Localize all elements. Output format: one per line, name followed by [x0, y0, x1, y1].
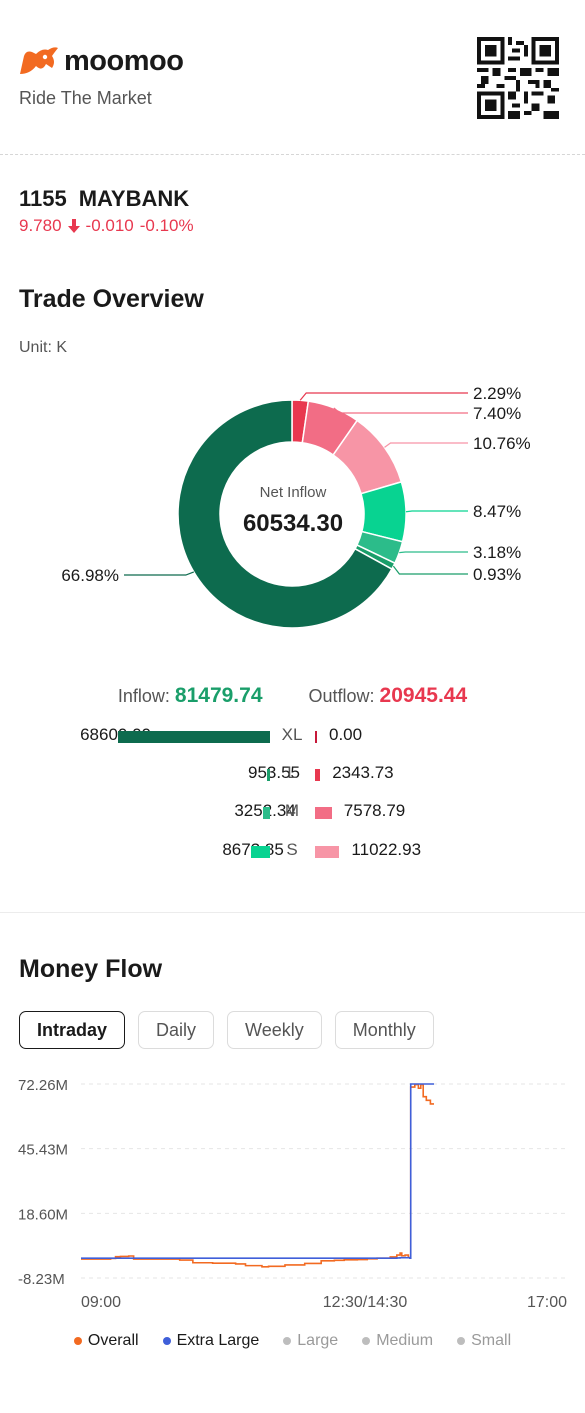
brand-tagline: Ride The Market — [19, 88, 152, 108]
donut-callout-line — [392, 565, 468, 575]
legend-label: Overall — [87, 1332, 139, 1349]
money-flow-title: Money Flow — [19, 955, 163, 983]
legend-item-large[interactable]: Large — [283, 1332, 338, 1350]
stock-quote: 9.780 -0.010 -0.10% — [19, 216, 194, 236]
x-tick-label: 17:00 — [527, 1294, 567, 1311]
outflow-value: 2343.73 — [332, 763, 394, 782]
y-tick-label: 72.26M — [18, 1077, 68, 1094]
inflow-value: 953.55 — [248, 763, 300, 782]
stock-price: 9.780 — [19, 216, 62, 235]
breakdown-row-xl: 68600.00 XL 0.00 — [80, 725, 363, 744]
inflow-value: 81479.74 — [174, 684, 263, 707]
inflow-summary: Inflow: 81479.74 — [118, 684, 263, 708]
outflow-value: 7578.79 — [343, 801, 406, 820]
outflow-bar — [315, 769, 321, 781]
breakdown-row-s: 8673.85S11022.93 — [0, 840, 585, 864]
donut-percent-label: 2.29% — [473, 384, 521, 403]
stock-code: 1155 — [19, 186, 67, 211]
outflow-value: 0.00 — [329, 725, 363, 744]
legend-dot-icon — [457, 1337, 466, 1345]
legend-item-overall[interactable]: Overall — [73, 1332, 139, 1350]
legend-label: Extra Large — [176, 1332, 260, 1349]
money-flow-tabs: Intraday Daily Weekly Monthly — [19, 1011, 434, 1049]
donut-percent-label: 10.76% — [473, 434, 531, 453]
outflow-label: Outflow: — [308, 686, 375, 706]
inflow-outflow-summary: Inflow: 81479.74 Outflow: 20945.44 — [0, 684, 585, 708]
donut-slice-inflow-xl — [177, 399, 393, 629]
x-tick-label: 09:00 — [81, 1294, 121, 1311]
series-line-overall — [81, 1083, 434, 1268]
brand-name: moomoo — [64, 44, 184, 77]
legend-item-small[interactable]: Small — [457, 1332, 511, 1350]
legend-label: Small — [471, 1332, 512, 1349]
brand-logo: moomoo — [18, 44, 184, 78]
unit-label: Unit: K — [19, 339, 68, 356]
stock-name: MAYBANK — [78, 186, 190, 211]
donut-percent-label: 0.93% — [473, 565, 521, 584]
qr-code-icon — [477, 37, 559, 119]
donut-callout-line — [405, 510, 468, 513]
donut-percent-label: 8.47% — [473, 502, 521, 521]
donut-callout-line — [299, 392, 468, 401]
tab-monthly[interactable]: Monthly — [334, 1011, 434, 1049]
donut-percent-label: 3.18% — [473, 543, 521, 562]
net-inflow-label: Net Inflow — [259, 484, 327, 501]
money-flow-line-chart: 72.26M 45.43M 18.60M -8.23M 09:00 12:30/14:30… — [18, 1077, 567, 1311]
y-tick-label: 18.60M — [18, 1206, 68, 1223]
outflow-bar — [315, 731, 317, 743]
inflow-bar — [262, 807, 270, 819]
trade-overview-title: Trade Overview — [19, 285, 204, 313]
legend-dot-icon — [283, 1337, 292, 1345]
inflow-label: Inflow: — [117, 686, 170, 706]
x-tick-label: 12:30/14:30 — [323, 1294, 408, 1311]
outflow-summary: Outflow: 20945.44 — [309, 684, 468, 708]
inflow-bar — [250, 846, 270, 858]
net-inflow-value: 60534.30 — [242, 510, 344, 537]
legend-label: Medium — [376, 1332, 434, 1349]
breakdown-row-m: 3252.34M7578.79 — [0, 801, 585, 825]
trade-overview-donut-chart: 2.29%7.40% 10.76% 8.47% 3.18% 0.93% 66.98% — [61, 384, 531, 629]
tab-weekly[interactable]: Weekly — [227, 1011, 322, 1049]
donut-callout-line — [384, 442, 468, 448]
donut-percent-label: 7.40% — [473, 404, 521, 423]
outflow-bar — [315, 846, 340, 858]
inflow-bar — [118, 731, 270, 743]
donut-callout-line — [333, 407, 468, 414]
breakdown-row-l: 953.55 L 2343.73 — [248, 763, 394, 782]
legend-dot-icon — [73, 1337, 82, 1345]
stock-change: -0.010 — [85, 216, 134, 235]
header-divider — [0, 154, 585, 155]
money-flow-legend: Overall Extra Large Large Medium Small — [0, 1332, 585, 1350]
bull-logo-icon — [20, 47, 58, 74]
stock-change-pct: -0.10% — [139, 216, 194, 235]
legend-item-medium[interactable]: Medium — [362, 1332, 433, 1350]
legend-label: Large — [297, 1332, 339, 1349]
outflow-value: 20945.44 — [379, 684, 468, 707]
tab-daily[interactable]: Daily — [138, 1011, 215, 1049]
legend-dot-icon — [362, 1337, 371, 1345]
inflow-bar — [267, 769, 270, 781]
tab-intraday[interactable]: Intraday — [19, 1011, 126, 1049]
arrow-down-icon — [67, 219, 80, 233]
donut-callout-line — [124, 571, 195, 576]
legend-item-extra-large[interactable]: Extra Large — [162, 1332, 260, 1350]
legend-dot-icon — [162, 1337, 171, 1345]
series-line-extra-large — [81, 1083, 434, 1259]
y-tick-label: 45.43M — [18, 1142, 68, 1159]
section-divider — [0, 912, 585, 913]
outflow-bar — [315, 807, 332, 819]
outflow-value: 11022.93 — [351, 840, 422, 859]
donut-percent-label: 66.98% — [61, 566, 119, 585]
stock-title: 1155 MAYBANK — [19, 186, 189, 212]
donut-callout-line — [399, 551, 468, 554]
y-tick-label: -8.23M — [18, 1271, 65, 1288]
